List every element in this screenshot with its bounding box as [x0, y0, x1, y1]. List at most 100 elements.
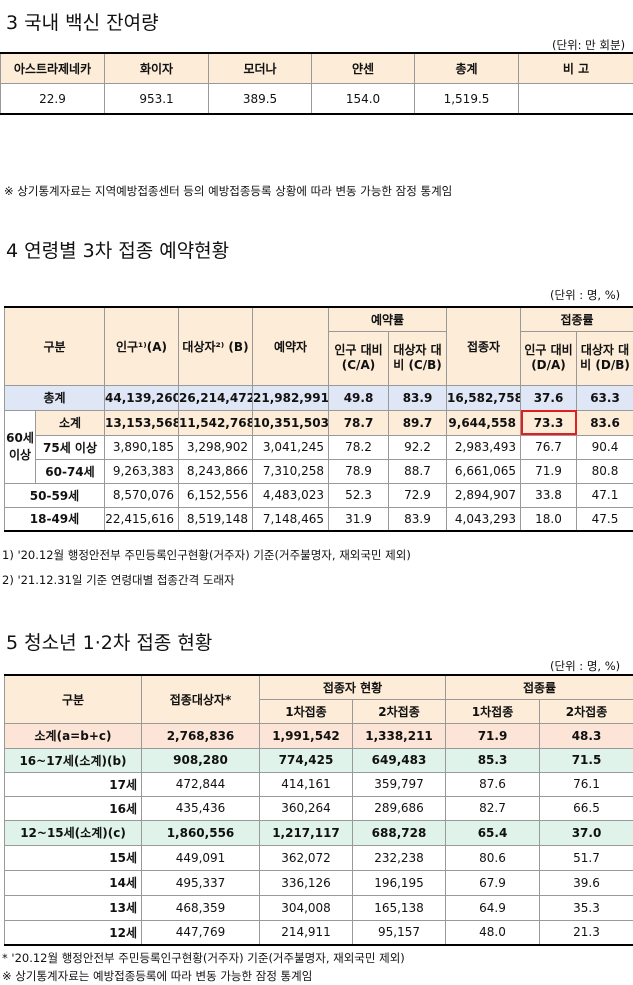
cell: 89.7 — [388, 409, 447, 436]
header-target-ratio: 대상자 대비 (C/B) — [388, 330, 447, 386]
header-vaccinated: 접종자 현황 — [258, 674, 447, 700]
table-row: 15세 449,091 362,072 232,238 80.6 51.7 — [4, 844, 633, 871]
group-60-label: 60세 이상 — [4, 409, 36, 484]
cell: 362,072 — [259, 844, 353, 871]
cell: 76.7 — [520, 434, 577, 460]
header-reserved: 예약자 — [252, 306, 329, 386]
cell: 49.8 — [328, 384, 389, 411]
cell: 82.7 — [445, 795, 541, 821]
cell: 18.0 — [520, 506, 577, 532]
table-row: 16세 435,436 360,264 289,686 82.7 66.5 — [4, 795, 633, 821]
cell: 95,157 — [351, 919, 447, 946]
cell: 71.5 — [539, 747, 633, 773]
cell: 78.2 — [328, 434, 389, 460]
cell: 9,644,558 — [446, 409, 521, 436]
cell: 1,860,556 — [141, 819, 260, 846]
value-remarks — [518, 83, 633, 115]
header-first: 1차접종 — [259, 698, 353, 724]
cell: 468,359 — [141, 894, 260, 921]
section5-footnote2: ※ 상기통계자료는 예방접종등록에 따라 변동 가능한 잠정 통계임 — [2, 969, 313, 983]
cell: 87.6 — [445, 771, 541, 797]
vaccine-stock-table: 아스트라제네카 화이자 모더나 얀센 총계 비 고 22.9 953.1 389… — [0, 52, 633, 115]
header-second-rate: 2차접종 — [539, 698, 633, 724]
cell: 6,152,556 — [178, 482, 253, 508]
row-label: 17세 — [4, 771, 142, 797]
cell: 65.4 — [445, 819, 541, 846]
cell: 44,139,260 — [104, 384, 179, 411]
cell: 289,686 — [351, 795, 447, 821]
header-target: 대상자²⁾ (B) — [178, 306, 253, 386]
cell: 72.9 — [388, 482, 447, 508]
cell: 495,337 — [141, 869, 260, 896]
cell: 83.9 — [388, 506, 447, 532]
cell: 4,483,023 — [252, 482, 329, 508]
table-row: 60-74세 9,263,383 8,243,866 7,310,258 78.… — [5, 458, 633, 484]
section4-title: 4 연령별 3차 접종 예약현황 — [6, 240, 230, 262]
header-vaccinated: 접종자 — [446, 306, 521, 386]
youth-vaccination-table: 구분 접종대상자* 접종자 현황 접종률 1차접종 2차접종 1차접종 2차접종… — [4, 674, 633, 946]
cell: 33.8 — [520, 482, 577, 508]
cell: 1,338,211 — [351, 722, 447, 749]
cell: 2,768,836 — [141, 722, 260, 749]
table-row: 14세 495,337 336,126 196,195 67.9 39.6 — [4, 869, 633, 896]
header-target-ratio2: 대상자 대비 (D/B) — [576, 330, 633, 386]
table-row: 13세 468,359 304,008 165,138 64.9 35.3 — [4, 894, 633, 921]
row-label: 총계 — [4, 384, 105, 411]
row-label: 16세 — [4, 795, 142, 821]
cell: 78.7 — [328, 409, 389, 436]
cell: 6,661,065 — [446, 458, 521, 484]
section5-footnote1: * '20.12월 행정안전부 주민등록인구현황(거주자) 기준(거주불명자, … — [2, 951, 405, 965]
cell: 449,091 — [141, 844, 260, 871]
cell: 39.6 — [539, 869, 633, 896]
header-population: 인구¹⁾(A) — [104, 306, 179, 386]
cell: 336,126 — [259, 869, 353, 896]
table-row: 60세 이상 소계 13,153,568 11,542,768 10,351,5… — [4, 409, 633, 484]
cell: 3,890,185 — [104, 434, 179, 460]
cell: 214,911 — [259, 919, 353, 946]
cell: 447,769 — [141, 919, 260, 946]
cell: 4,043,293 — [446, 506, 521, 532]
cell: 37.6 — [520, 384, 577, 411]
cell: 80.6 — [445, 844, 541, 871]
header-pop-ratio: 인구 대비 (C/A) — [328, 330, 389, 386]
header-second: 2차접종 — [351, 698, 447, 724]
row-label: 소계(a=b+c) — [4, 722, 142, 749]
value-pfizer: 953.1 — [104, 83, 209, 115]
cell: 37.0 — [539, 819, 633, 846]
cell: 90.4 — [576, 434, 633, 460]
cell: 52.3 — [328, 482, 389, 508]
cell: 47.5 — [576, 506, 633, 532]
value-janssen: 154.0 — [311, 83, 415, 115]
header-pop-ratio2: 인구 대비 (D/A) — [520, 330, 577, 386]
cell: 304,008 — [259, 894, 353, 921]
cell: 7,148,465 — [252, 506, 329, 532]
header-target: 접종대상자* — [141, 674, 260, 724]
section4-footnote2: 2) '21.12.31일 기준 연령대별 접종간격 도래자 — [2, 573, 235, 587]
value-astrazeneca: 22.9 — [0, 83, 105, 115]
cell: 9,263,383 — [104, 458, 179, 484]
cell: 35.3 — [539, 894, 633, 921]
cell: 83.9 — [388, 384, 447, 411]
cell: 1,991,542 — [259, 722, 353, 749]
cell: 196,195 — [351, 869, 447, 896]
table-row: 소계(a=b+c) 2,768,836 1,991,542 1,338,211 … — [4, 722, 633, 749]
cell: 64.9 — [445, 894, 541, 921]
cell: 1,217,117 — [259, 819, 353, 846]
highlighted-cell: 73.3 — [520, 409, 577, 436]
section3-title: 3 국내 백신 잔여량 — [6, 12, 159, 34]
cell: 67.9 — [445, 869, 541, 896]
cell: 63.3 — [576, 384, 633, 411]
table-row: 18-49세 22,415,616 8,519,148 7,148,465 31… — [4, 506, 633, 532]
cell: 908,280 — [141, 747, 260, 773]
section4-unit: (단위 : 명, %) — [550, 288, 621, 302]
header-total: 총계 — [414, 52, 519, 84]
cell: 16,582,758 — [446, 384, 521, 411]
row-label: 18-49세 — [4, 506, 105, 532]
row-label: 소계 — [35, 409, 105, 436]
cell: 3,041,245 — [252, 434, 329, 460]
cell: 85.3 — [445, 747, 541, 773]
row-label: 75세 이상 — [35, 434, 105, 460]
cell: 92.2 — [388, 434, 447, 460]
cell: 21,982,991 — [252, 384, 329, 411]
section5-title: 5 청소년 1·2차 접종 현황 — [6, 632, 213, 654]
